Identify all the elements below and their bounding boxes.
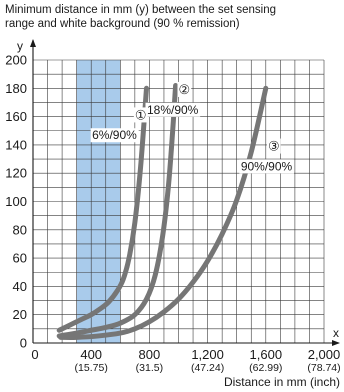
y-tick-label: 40: [13, 279, 27, 294]
x-tick-sublabel: (47.24): [191, 362, 224, 374]
axes-layer: [30, 39, 340, 346]
series-layer: [56, 82, 269, 340]
x-tick-sublabel: (15.75): [75, 362, 108, 374]
series-line-2: [56, 82, 179, 339]
x-axis-arrow: [332, 340, 340, 346]
series-label-layer: 6%/90% ① 18%/90% ② 90%/90% ③: [90, 81, 295, 174]
y-tick-label: 140: [5, 137, 27, 152]
y-tick-label: 60: [13, 251, 27, 266]
x-tick-sublabel: (78.74): [307, 362, 340, 374]
series-label-background: [90, 128, 139, 143]
y-tick-label: 160: [5, 109, 27, 124]
chart-caption-line-1: Minimum distance in mm (y) between the s…: [5, 4, 276, 16]
y-axis-letter: y: [17, 39, 23, 53]
x-tick-label: 1,200: [191, 347, 224, 362]
series-label-2: 18%/90%: [147, 103, 199, 117]
chart-caption-line-2: range and white background (90 % remissi…: [5, 18, 240, 30]
series-label-1: 6%/90%: [92, 128, 137, 142]
x-tick-sublabel: (31.5): [136, 362, 163, 374]
x-tick-label: 1,600: [250, 347, 283, 362]
series-label-background: [145, 102, 201, 117]
series-label-background: [239, 159, 295, 174]
tick-label-layer: y x 0 20 40 60 80 100 120 140 160 180 200 0 400(15.75)…: [5, 39, 340, 389]
series-marker-background: [177, 81, 192, 97]
y-tick-label: 100: [5, 194, 27, 209]
series-marker-2: ②: [178, 82, 190, 97]
y-axis-arrow: [30, 39, 36, 47]
y-tick-label: 120: [5, 166, 27, 181]
x-tick-label: 2,000: [308, 347, 341, 362]
series-line-3: [58, 85, 269, 340]
series-line-1: [56, 85, 149, 333]
x-tick-label: 400: [80, 347, 102, 362]
series-marker-background: [133, 107, 148, 123]
series-marker-background: [266, 138, 281, 154]
x-tick-label: 0: [31, 347, 38, 362]
series-label-3: 90%/90%: [241, 159, 293, 173]
y-tick-label: 20: [13, 307, 27, 322]
series-marker-3: ③: [268, 139, 280, 154]
x-axis-title: Distance in mm (inch): [224, 375, 340, 389]
y-tick-label: 80: [13, 222, 27, 237]
x-tick-sublabel: (62.99): [249, 362, 282, 374]
y-tick-label: 180: [5, 81, 27, 96]
series-marker-1: ①: [135, 107, 147, 122]
y-tick-label: 200: [5, 53, 27, 68]
y-tick-label: 0: [20, 336, 27, 351]
x-axis-letter: x: [333, 326, 339, 340]
x-tick-label: 800: [139, 347, 161, 362]
